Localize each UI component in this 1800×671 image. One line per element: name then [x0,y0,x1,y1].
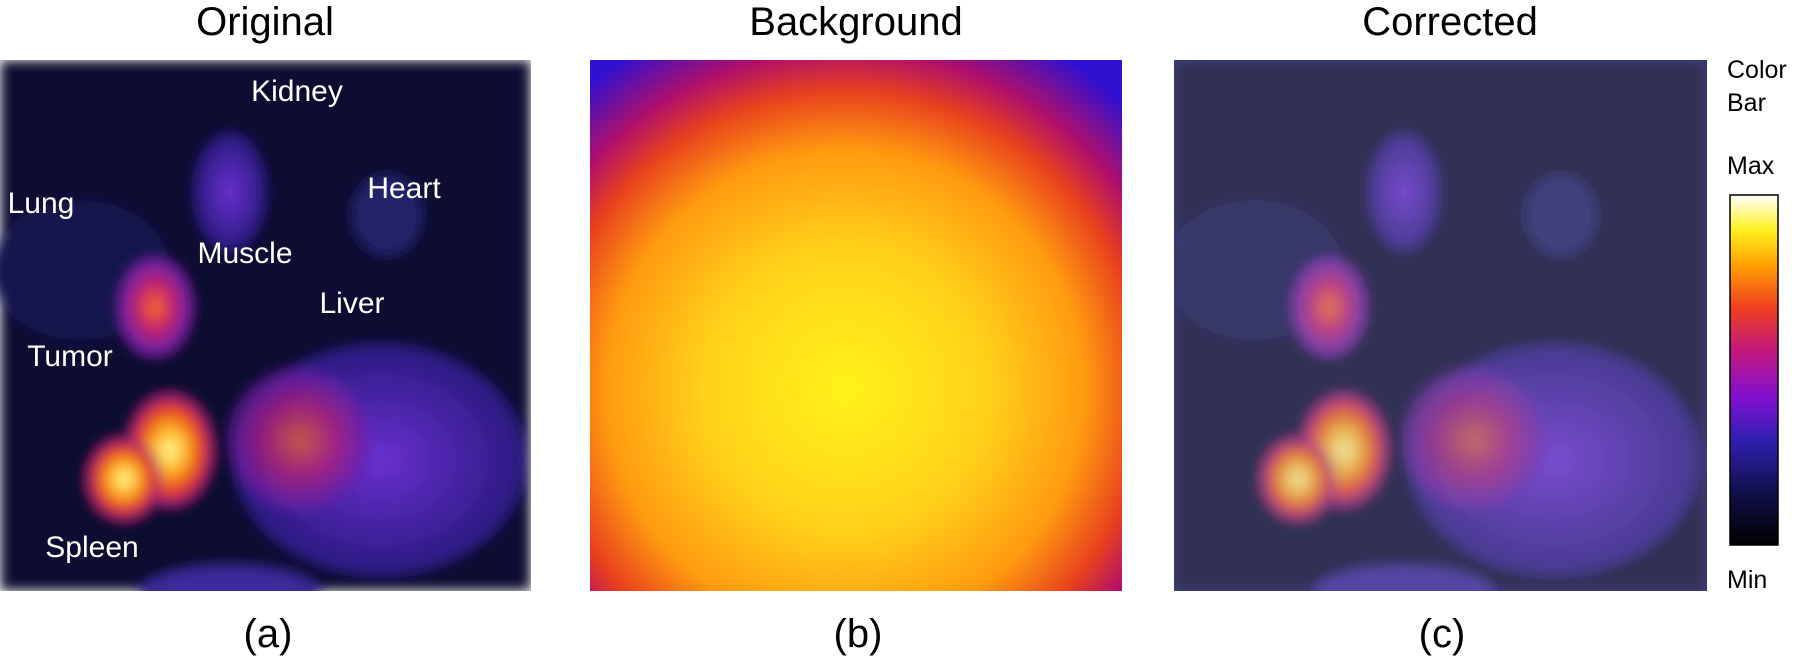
panel-title: Background [749,0,963,44]
color-bar [1729,194,1779,546]
organ-label: Lung [7,187,75,220]
panel-caption: (b) [833,612,883,656]
organ-label: Tumor [27,340,113,373]
color-bar-max: Max [1727,152,1775,180]
color-bar-min: Min [1727,566,1768,594]
panel-caption: (c) [1418,612,1466,656]
organ-label: Spleen [45,531,139,564]
panel-title: Corrected [1362,0,1538,44]
panel-c-image [1174,60,1707,591]
panel-caption: (a) [243,612,293,656]
organ-label: Muscle [197,237,293,270]
color-bar-title: Color Bar [1727,56,1787,117]
panel-title: Original [196,0,334,44]
organ-label: Heart [367,172,441,205]
organ-label: Kidney [251,75,343,108]
organ-label: Liver [319,287,385,320]
panel-b-image [590,60,1122,591]
